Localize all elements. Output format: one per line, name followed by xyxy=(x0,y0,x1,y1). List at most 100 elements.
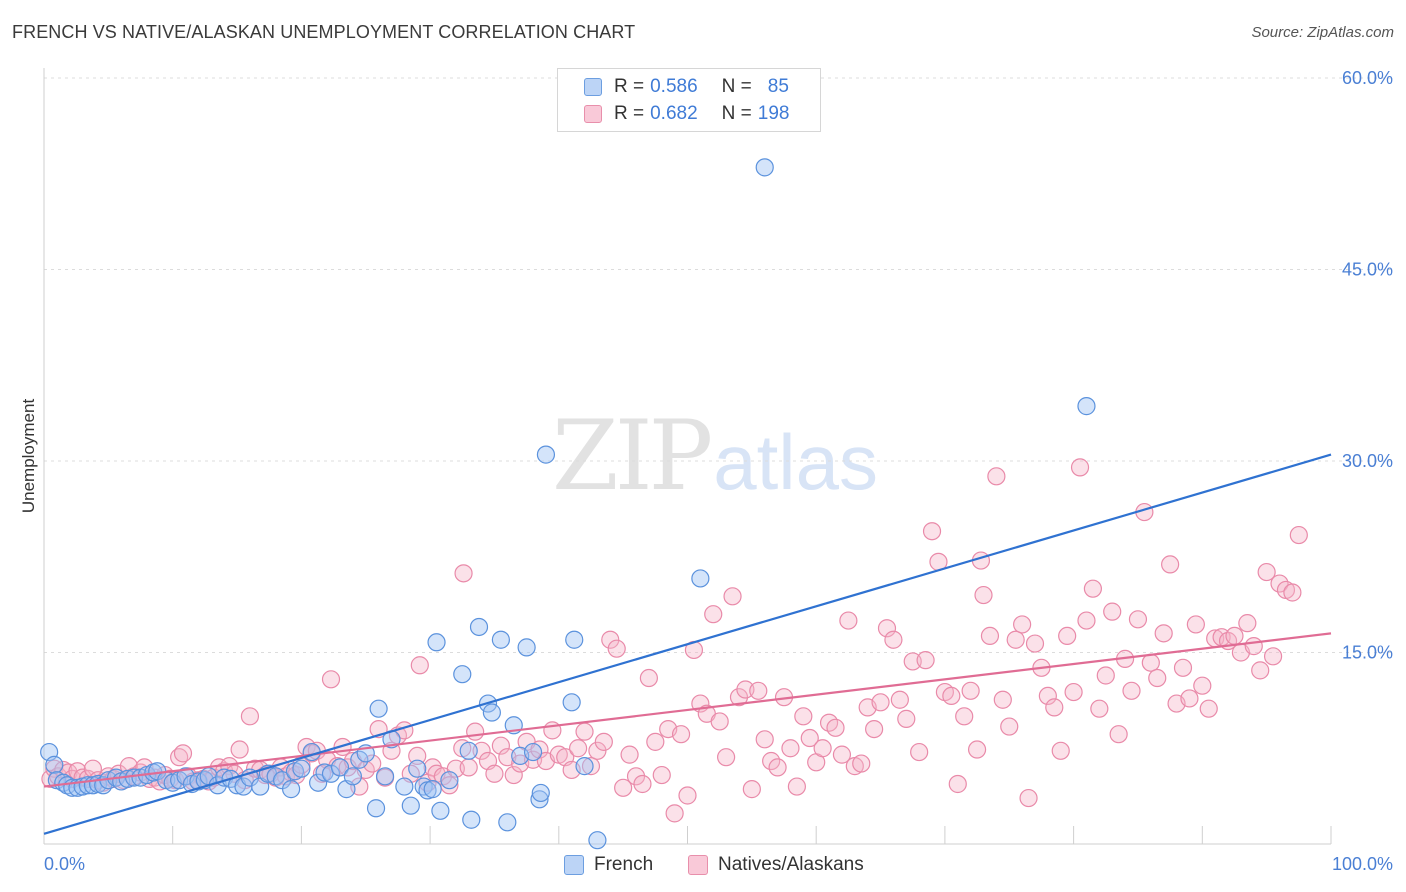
legend-n-value: 85 xyxy=(767,76,789,97)
natives-point xyxy=(980,626,1000,646)
natives-point xyxy=(1038,686,1057,706)
natives-point xyxy=(1257,562,1276,582)
natives-point xyxy=(665,804,684,823)
natives-point xyxy=(832,745,852,764)
natives-point xyxy=(575,722,594,741)
natives-point xyxy=(897,709,916,728)
french-point xyxy=(469,617,489,637)
french-point xyxy=(498,813,517,832)
natives-point xyxy=(710,712,729,731)
natives-point xyxy=(967,740,987,759)
natives-swatch xyxy=(688,855,708,875)
natives-point xyxy=(717,748,736,767)
french-swatch xyxy=(564,855,584,875)
natives-point xyxy=(671,725,691,744)
chart-title: FRENCH VS NATIVE/ALASKAN UNEMPLOYMENT CO… xyxy=(12,22,636,42)
watermark-zip: ZIP xyxy=(552,400,713,512)
french-legend-label: French xyxy=(594,854,654,875)
natives-point xyxy=(890,690,909,709)
natives-point xyxy=(1263,647,1283,666)
natives-point xyxy=(1141,653,1160,672)
natives-point xyxy=(787,777,806,796)
french-point xyxy=(462,810,481,829)
natives-point xyxy=(852,754,871,773)
natives-point xyxy=(1154,624,1173,643)
natives-point xyxy=(1199,699,1218,718)
natives-point xyxy=(607,639,626,658)
natives-point xyxy=(633,774,652,794)
natives-trend-line xyxy=(43,632,1332,788)
y-tick-label: 60.0% xyxy=(1342,68,1393,88)
natives-point xyxy=(1019,788,1038,808)
french-point xyxy=(330,758,350,777)
natives-point xyxy=(1244,637,1263,656)
legend-n-label: N = xyxy=(721,103,752,124)
natives-point xyxy=(614,778,633,797)
french-point xyxy=(517,638,536,657)
grid-lines xyxy=(44,77,1393,653)
natives-point xyxy=(865,719,884,739)
natives-point xyxy=(1013,615,1032,634)
legend-swatch-french xyxy=(584,78,602,96)
natives-point xyxy=(594,732,613,751)
legend-r-value: 0.586 xyxy=(650,76,698,97)
natives-point xyxy=(749,681,768,700)
watermark-atlas: atlas xyxy=(713,418,878,506)
french-point xyxy=(375,767,395,786)
x-tick-label-min: 0.0% xyxy=(44,854,85,874)
natives-point xyxy=(173,744,193,763)
bottom-legend-french[interactable]: French xyxy=(564,852,653,878)
natives-point xyxy=(1000,717,1019,736)
natives-legend-label: Natives/Alaskans xyxy=(718,854,864,875)
natives-point xyxy=(410,656,429,675)
natives-point xyxy=(446,759,465,778)
french-point xyxy=(118,769,137,788)
natives-point xyxy=(826,718,845,737)
french-point xyxy=(491,630,510,649)
natives-point xyxy=(1289,525,1308,545)
natives-point xyxy=(1070,458,1090,477)
natives-points xyxy=(41,458,1308,823)
french-point xyxy=(343,767,362,786)
french-point xyxy=(366,799,386,818)
bottom-legend-natives[interactable]: Natives/Alaskans xyxy=(688,852,864,878)
natives-point xyxy=(723,587,742,606)
x-tick-label-max: 100.0% xyxy=(1332,854,1393,874)
natives-point xyxy=(755,730,774,749)
legend-n-label: N = xyxy=(721,76,752,97)
french-point xyxy=(395,777,414,796)
french-points xyxy=(40,158,1096,850)
legend-r-label: R = xyxy=(614,76,645,97)
french-point xyxy=(45,755,64,774)
natives-point xyxy=(240,707,260,726)
french-point xyxy=(755,158,774,177)
french-point xyxy=(189,772,208,791)
natives-point xyxy=(485,764,504,783)
french-point xyxy=(453,665,472,684)
french-point xyxy=(531,783,550,803)
natives-point xyxy=(794,707,813,726)
natives-point xyxy=(800,728,819,748)
french-point xyxy=(401,796,420,815)
y-tick-label: 30.0% xyxy=(1342,451,1393,471)
french-point xyxy=(575,757,594,776)
natives-point xyxy=(1251,661,1270,680)
natives-point xyxy=(588,741,607,760)
legend-row-natives: R = 0.682 N = 198 xyxy=(584,102,789,126)
natives-point xyxy=(884,630,903,649)
french-point xyxy=(292,759,311,778)
natives-point xyxy=(768,758,787,777)
french-point xyxy=(588,831,607,850)
watermark: ZIPatlas xyxy=(552,400,878,512)
y-tick-label: 45.0% xyxy=(1342,260,1393,280)
natives-point xyxy=(601,630,620,649)
natives-point xyxy=(1051,741,1070,760)
natives-point xyxy=(504,765,523,785)
tick-labels: 15.0% 30.0% 45.0% 60.0% 0.0% 100.0% xyxy=(44,68,1393,874)
natives-point xyxy=(1193,676,1212,695)
natives-point xyxy=(781,739,800,758)
french-point xyxy=(440,771,459,790)
natives-point xyxy=(955,707,974,726)
french-point xyxy=(530,790,549,809)
